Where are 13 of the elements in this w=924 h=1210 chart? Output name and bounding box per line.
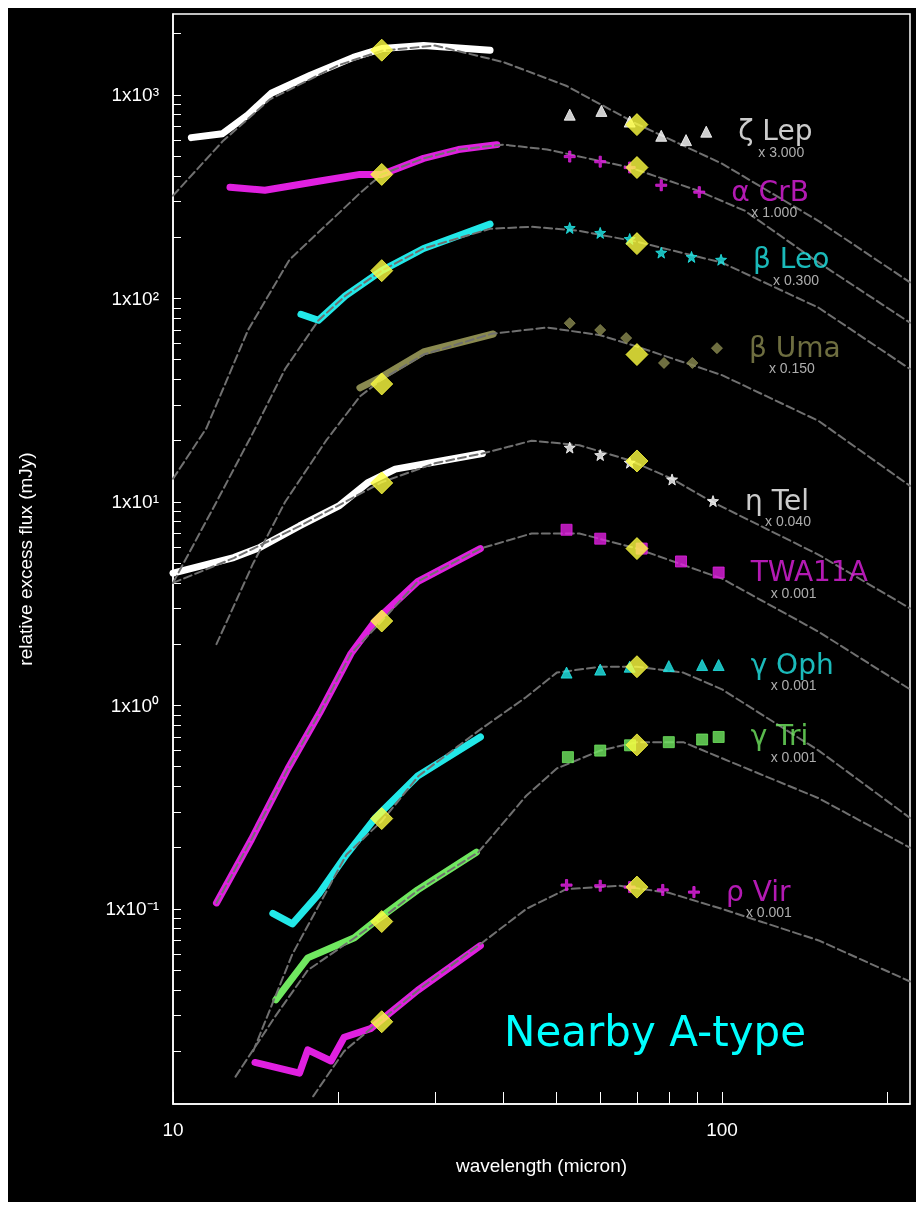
series-label: γ Oph: [750, 647, 834, 681]
y-tick-label: 1x10⁻¹: [105, 898, 159, 920]
annotation: Nearby A-type: [504, 1006, 807, 1056]
series-label: ζ Lep: [738, 114, 813, 148]
y-axis-title: relative excess flux (mJy): [15, 452, 36, 666]
y-tick-label: 1x10¹: [111, 491, 159, 513]
x-tick-label: 10: [162, 1119, 184, 1140]
annotation: x 0.001: [770, 584, 817, 601]
y-tick-label: 1x10³: [111, 84, 159, 106]
y-tick-label: 1x10²: [111, 287, 159, 309]
x-axis-title: wavelength (micron): [454, 1155, 628, 1176]
y-tick-label: 1x10⁰: [110, 694, 159, 716]
x-tick-label: 100: [706, 1119, 738, 1140]
